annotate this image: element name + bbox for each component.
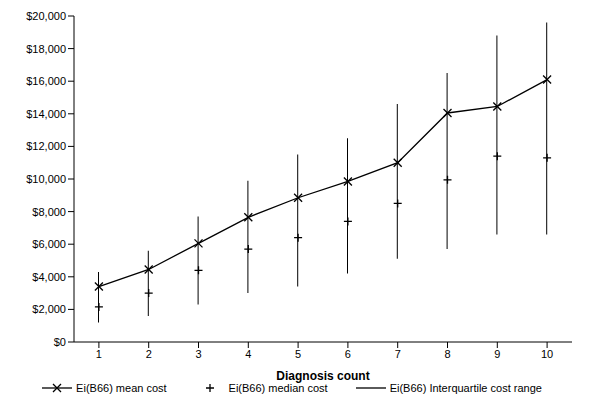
svg-text:8: 8 xyxy=(444,348,450,360)
html-text:Ei(B66) Interquartile cost ran: Ei(B66) Interquartile cost range xyxy=(389,382,542,394)
svg-text:$10,000: $10,000 xyxy=(26,173,66,185)
svg-text:4: 4 xyxy=(245,348,251,360)
html-text:Ei(B66) median cost: Ei(B66) median cost xyxy=(228,382,328,394)
svg-text:Diagnosis count: Diagnosis count xyxy=(276,369,369,383)
svg-text:7: 7 xyxy=(395,348,401,360)
svg-text:$18,000: $18,000 xyxy=(26,43,66,55)
svg-text:10: 10 xyxy=(541,348,553,360)
svg-text:9: 9 xyxy=(494,348,500,360)
svg-text:$16,000: $16,000 xyxy=(26,75,66,87)
svg-text:$12,000: $12,000 xyxy=(26,140,66,152)
svg-text:6: 6 xyxy=(345,348,351,360)
html-text:Ei(B66) mean cost: Ei(B66) mean cost xyxy=(76,382,167,394)
svg-text:$6,000: $6,000 xyxy=(32,238,66,250)
svg-text:$8,000: $8,000 xyxy=(32,206,66,218)
svg-text:$20,000: $20,000 xyxy=(26,10,66,22)
svg-text:$2,000: $2,000 xyxy=(32,303,66,315)
svg-text:5: 5 xyxy=(295,348,301,360)
svg-text:$0: $0 xyxy=(54,336,66,348)
svg-text:$14,000: $14,000 xyxy=(26,108,66,120)
svg-text:2: 2 xyxy=(146,348,152,360)
svg-text:1: 1 xyxy=(96,348,102,360)
svg-text:3: 3 xyxy=(195,348,201,360)
svg-text:$4,000: $4,000 xyxy=(32,271,66,283)
